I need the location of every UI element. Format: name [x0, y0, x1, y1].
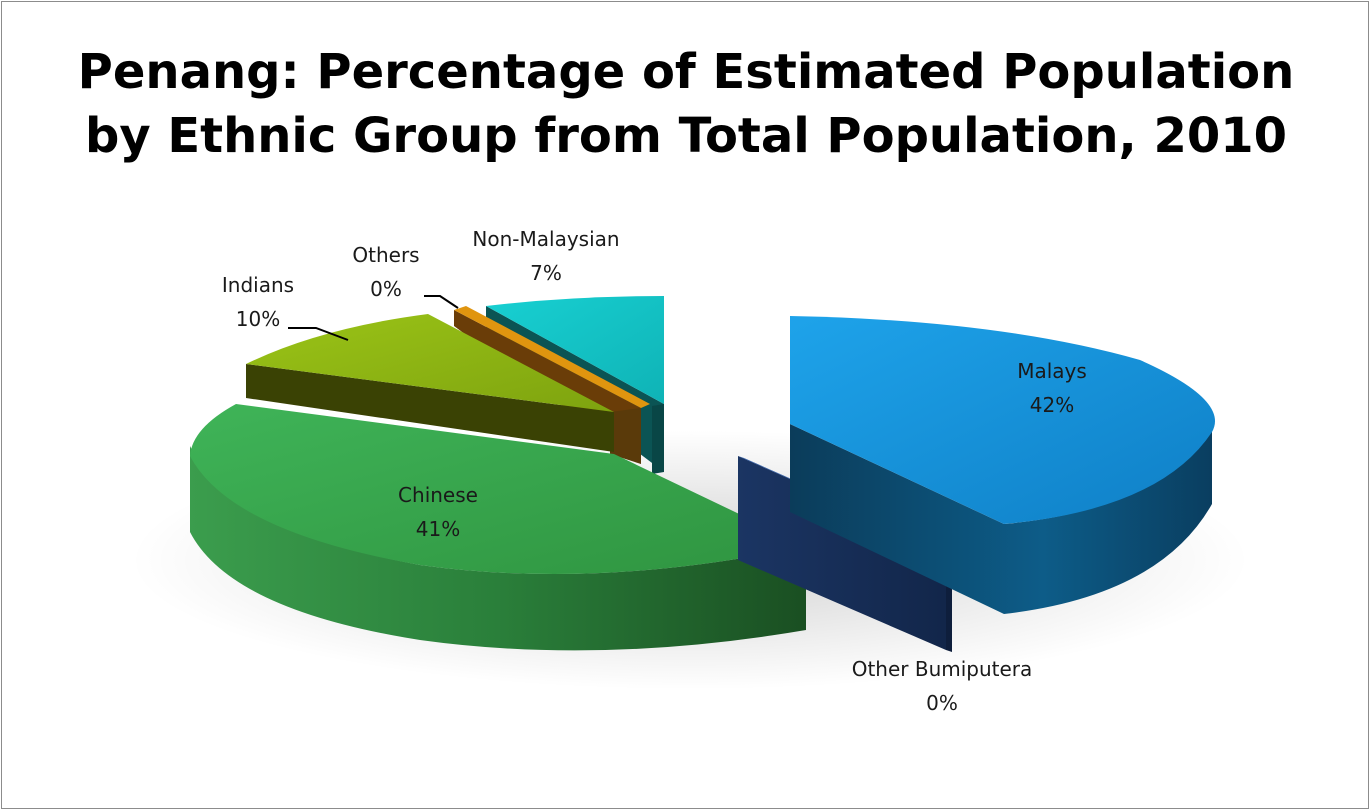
leader-line-others [424, 295, 459, 309]
chart-title: Penang: Percentage of Estimated Populati… [2, 40, 1370, 168]
label-non-malaysian-name: Non-Malaysian [472, 227, 619, 251]
leader-line-indians [288, 327, 349, 341]
label-non-malaysian-value: 7% [530, 261, 562, 285]
slice-chinese[interactable] [190, 404, 806, 651]
label-indians-name: Indians [222, 273, 294, 297]
chart-title-line-1: Penang: Percentage of Estimated Populati… [77, 44, 1295, 100]
chart-title-line-2: by Ethnic Group from Total Population, 2… [84, 108, 1288, 164]
label-chinese-name: Chinese [398, 483, 478, 507]
label-others-name: Others [352, 243, 419, 267]
slice-indians[interactable] [246, 314, 614, 452]
label-other-bumiputera-value: 0% [926, 691, 958, 715]
label-chinese-value: 41% [416, 517, 460, 541]
label-others-value: 0% [370, 277, 402, 301]
slice-malays[interactable] [790, 316, 1215, 614]
label-other-bumiputera-name: Other Bumiputera [852, 657, 1033, 681]
label-malays-name: Malays [1017, 359, 1087, 383]
label-malays-value: 42% [1030, 393, 1074, 417]
label-indians-value: 10% [236, 307, 280, 331]
